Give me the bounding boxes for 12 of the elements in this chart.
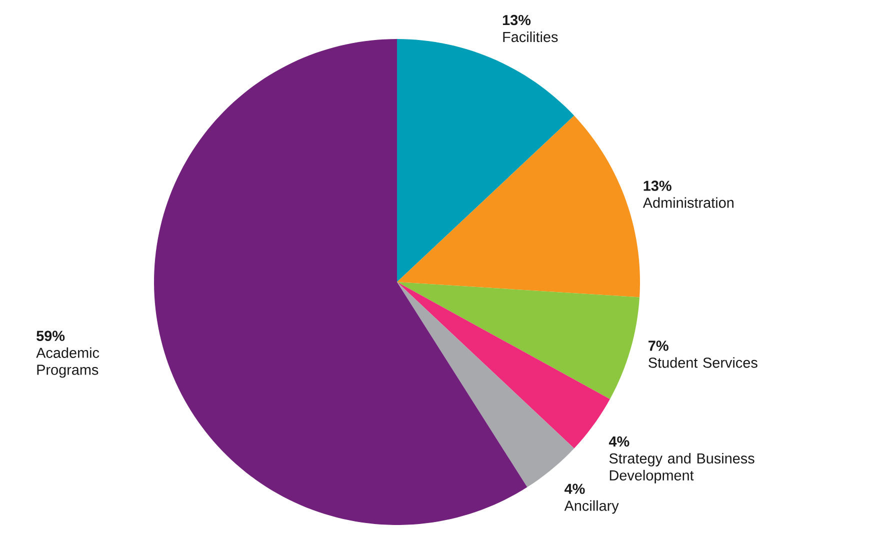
slice-label: Academic Programs xyxy=(36,347,100,378)
data-label: 13% xyxy=(644,180,672,191)
data-label: 4% xyxy=(564,484,585,494)
slice-label: Facilities xyxy=(503,31,558,42)
slice-label: Administration xyxy=(642,197,734,208)
data-label: 13% xyxy=(502,14,531,26)
data-label: 7% xyxy=(648,340,668,351)
slice-label: Strategy and Business Development xyxy=(609,452,754,484)
slice-label: Student Services xyxy=(648,357,758,368)
slice-label: Ancillary xyxy=(564,500,619,514)
data-label: 4% xyxy=(608,436,630,447)
data-label: 59% xyxy=(36,330,65,342)
